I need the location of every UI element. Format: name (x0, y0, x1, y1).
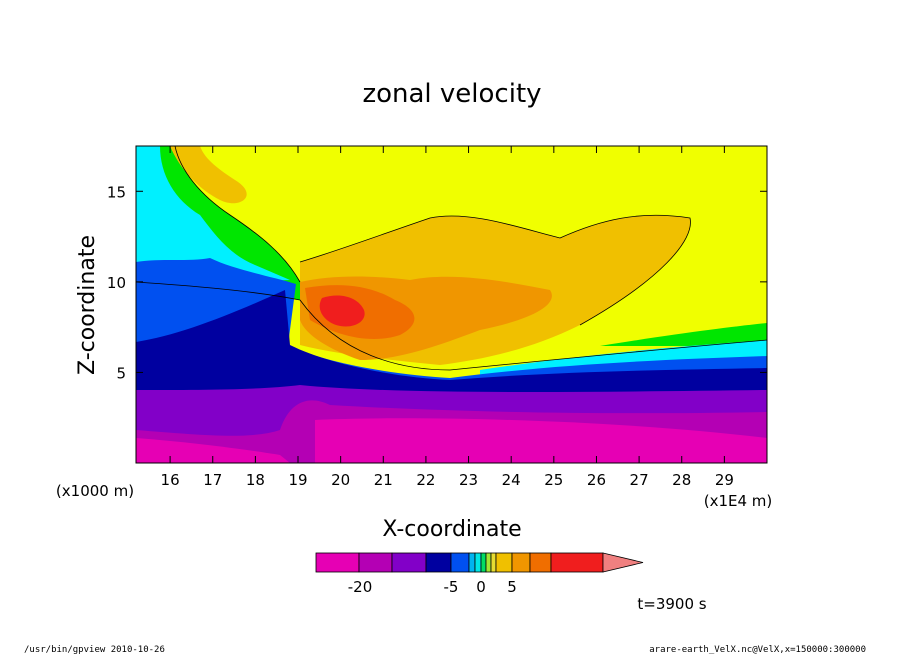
colorbar-segment (529, 552, 552, 573)
y-axis: 5 10 15 (107, 183, 767, 382)
band-magenta (136, 438, 290, 463)
x-tick-label: 23 (459, 471, 478, 489)
band-cyan (136, 146, 290, 285)
colorbar-tick-label: -5 (444, 578, 459, 596)
band-green-right (600, 323, 767, 346)
footer-left: /usr/bin/gpview 2010-10-26 (24, 645, 165, 654)
x-tick-label: 22 (416, 471, 435, 489)
x-tick-label: 21 (374, 471, 393, 489)
band-magenta-right (315, 418, 767, 463)
y-axis-label: Z-coordinate (75, 235, 100, 375)
colorbar-segment (485, 552, 492, 573)
colorbar-segment (495, 552, 513, 573)
colorbar-segment (550, 552, 604, 573)
x-unit-note: (x1E4 m) (704, 492, 773, 510)
x-tick-label: 25 (544, 471, 563, 489)
colorbar-segment (358, 552, 393, 573)
y-tick-label: 5 (116, 364, 126, 382)
colorbar-tick-label: 0 (476, 578, 486, 596)
colorbar-tick-label: 5 (507, 578, 517, 596)
colorbar-segment (480, 552, 487, 573)
colorbar (315, 552, 644, 573)
x-tick-label: 26 (587, 471, 606, 489)
x-tick-label: 24 (502, 471, 521, 489)
x-tick-label: 19 (288, 471, 307, 489)
y-tick-label: 10 (107, 274, 126, 292)
colorbar-arrow (602, 552, 644, 573)
plot-frame (135, 145, 768, 464)
x-tick-label: 28 (672, 471, 691, 489)
colorbar-tick-labels: -20 -5 0 5 (348, 578, 517, 596)
contour-line-a (136, 281, 767, 371)
time-label: t=3900 s (637, 595, 706, 613)
x-axis: 16 17 18 19 20 21 22 23 24 25 26 27 28 29 (161, 146, 734, 489)
colorbar-segment (468, 552, 476, 573)
contour-line-b (174, 146, 301, 283)
x-tick-label: 27 (630, 471, 649, 489)
y-tick-label: 15 (107, 183, 126, 201)
x-tick-label: 20 (331, 471, 350, 489)
x-tick-label: 29 (715, 471, 734, 489)
band-red (319, 295, 365, 327)
colorbar-segment (391, 552, 427, 573)
x-tick-label: 18 (246, 471, 265, 489)
colorbar-segment (450, 552, 470, 573)
colorbar-segment (511, 552, 531, 573)
colorbar-segment (474, 552, 482, 573)
chart-title: zonal velocity (362, 79, 541, 109)
contour-field (136, 146, 767, 463)
footer-right: arare-earth_VelX.nc@VelX,x=150000:300000 (649, 645, 866, 654)
contour-line-c (299, 214, 691, 326)
colorbar-segment (315, 552, 360, 573)
colorbar-tick-label: -20 (348, 578, 373, 596)
band-lightorange-top (170, 146, 247, 204)
x-axis-label: X-coordinate (382, 517, 521, 542)
colorbar-segment (490, 552, 497, 573)
x-tick-label: 16 (161, 471, 180, 489)
colorbar-segment (425, 552, 452, 573)
x-tick-label: 17 (203, 471, 222, 489)
y-unit-note: (x1000 m) (56, 482, 134, 500)
